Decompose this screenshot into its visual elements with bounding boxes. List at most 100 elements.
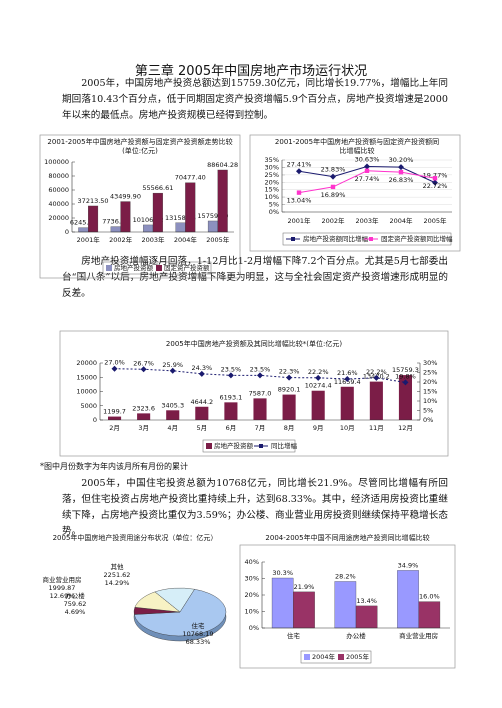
bar — [78, 227, 89, 233]
chart-title: 2005年中国房地产投资额及其同比增幅比较*(单位:亿元) — [165, 340, 343, 348]
bar — [120, 201, 131, 233]
y-tick-label: 0% — [269, 208, 279, 216]
y-tick-label: 30% — [265, 163, 279, 171]
x-tick-label: 6月 — [226, 424, 237, 432]
x-tick-label: 商业营业用房 — [399, 631, 438, 640]
y-tick-label: 30% — [245, 575, 259, 583]
paragraph: 2005年，中国住宅投资总额为10768亿元，同比增长21.9%。尽管同比增幅有… — [62, 478, 448, 537]
marker — [432, 179, 438, 186]
data-label: 6193.1 — [220, 393, 243, 401]
x-tick-label: 11月 — [369, 424, 384, 432]
y-tick-label: 60000 — [48, 186, 69, 194]
legend-label: 固定资产投资额同比增幅 — [381, 234, 453, 243]
marker — [344, 375, 351, 382]
data-label: 15759.3 — [392, 366, 419, 374]
slice-value: 1999.87 — [49, 584, 76, 592]
chapter-title: 第三章 2005年中国房地产市场运行状况 — [134, 64, 368, 79]
chart-title: 2001-2005年中国房地产投资额与固定资产投资额同比增幅比较 — [274, 138, 440, 155]
bar — [88, 205, 99, 233]
data-label: 19.77% — [423, 172, 448, 180]
data-label: 26.83% — [389, 176, 414, 184]
marker — [398, 164, 404, 171]
data-label: 21.6% — [337, 369, 358, 377]
bar — [195, 406, 209, 420]
data-label: 7736.42 — [102, 218, 129, 226]
bar — [398, 375, 412, 420]
bar — [282, 394, 296, 420]
data-label: 10106.12 — [133, 216, 164, 224]
legend-label: 同比增幅 — [271, 441, 298, 450]
y-tick-label: 25% — [265, 171, 279, 179]
data-label: 26.7% — [133, 359, 154, 367]
y-tick-label: 5% — [269, 201, 279, 209]
chart-title: 2001-2005年中国房地产投资额与固定资产投资额走势比较(单位:亿元) — [47, 138, 233, 155]
y-tick-label: 10000 — [76, 388, 97, 396]
y-tick-label: 40000 — [48, 200, 69, 208]
bar — [418, 601, 441, 629]
marker — [257, 372, 263, 379]
legend-swatch — [259, 444, 263, 448]
data-label: 16.0% — [419, 593, 440, 601]
slice-label: 商业营业用房 — [43, 575, 82, 584]
bar — [217, 169, 228, 233]
y-tick-label: 10% — [265, 193, 279, 201]
bar — [253, 398, 267, 420]
bar — [334, 581, 357, 629]
chart-title: 2005年中国房地产投资用途分布状况（单位：亿元） — [52, 534, 218, 542]
chart-frame — [39, 134, 241, 279]
y-tick-label: 35% — [265, 156, 279, 164]
bar — [108, 416, 122, 420]
legend-label: 2005年 — [346, 652, 370, 661]
y-tick-label: 0 — [65, 228, 69, 236]
slice-share: 12.69% — [50, 592, 75, 600]
slice-label: 住宅 — [192, 621, 206, 630]
bar — [143, 224, 154, 233]
legend-label: 2004年 — [312, 652, 336, 661]
bar — [166, 410, 180, 420]
pie-slice — [134, 589, 227, 637]
marker — [364, 168, 370, 173]
marker — [111, 365, 118, 372]
bar — [271, 577, 294, 629]
y-tick-label: 0 — [93, 416, 97, 424]
legend-frame — [300, 650, 372, 664]
y-tick-label: 20% — [265, 178, 279, 186]
slice-label: 其他 — [111, 562, 125, 571]
marker — [227, 372, 234, 379]
y-tick-label: 20% — [423, 378, 437, 386]
x-tick-label: 2003年 — [355, 216, 379, 225]
data-label: 23.5% — [250, 365, 271, 373]
marker — [286, 374, 293, 381]
chart-title: 2004-2005年中国不同用途房地产投资同比增幅比较 — [265, 534, 430, 542]
data-label: 28.2% — [335, 572, 356, 580]
legend-label: 房地产投资额 — [214, 441, 254, 450]
x-tick-label: 8月 — [284, 424, 295, 432]
data-label: 6245.48 — [70, 219, 97, 227]
x-tick-label: 2月 — [109, 424, 120, 432]
y-tick-label: 5% — [423, 407, 433, 415]
bar — [110, 226, 121, 233]
slice-value: 10768.19 — [182, 630, 213, 638]
slice-label: 办公楼 — [65, 591, 85, 600]
data-label: 4644.2 — [190, 398, 213, 406]
data-label: 34.9% — [398, 561, 419, 569]
y-tick-label: 10% — [245, 608, 259, 616]
bar — [224, 402, 238, 420]
data-label: 21.9% — [294, 583, 315, 591]
chart-frame — [249, 134, 461, 252]
legend-swatch — [291, 237, 295, 241]
x-tick-label: 2004年 — [174, 235, 198, 244]
data-label: 24.3% — [191, 364, 212, 372]
x-tick-label: 5月 — [196, 424, 207, 432]
data-label: 43499.90 — [110, 193, 141, 201]
y-tick-label: 10% — [423, 397, 437, 405]
legend-label: 房地产投资额 — [114, 263, 154, 272]
data-label: 16.89% — [321, 191, 346, 199]
data-label: 3405.3 — [161, 401, 184, 409]
data-label: 30.3% — [272, 569, 293, 577]
x-tick-label: 2001年 — [77, 235, 101, 244]
data-label: 19.8% — [395, 372, 416, 380]
x-tick-label: 3月 — [138, 424, 149, 432]
data-label: 88604.28 — [207, 161, 238, 169]
bar — [397, 570, 419, 629]
